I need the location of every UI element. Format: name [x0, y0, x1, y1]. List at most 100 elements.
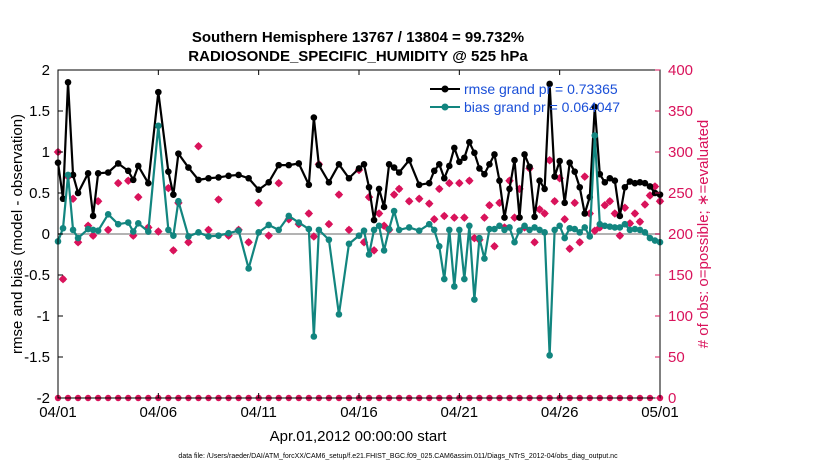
- bias-point: [425, 220, 433, 228]
- bias-point: [69, 226, 77, 234]
- obs-evaluated-point: [435, 184, 444, 194]
- obs-evaluated-point: [113, 178, 123, 188]
- rmse-point: [626, 178, 634, 185]
- bias-point: [476, 234, 483, 242]
- bias-point: [390, 207, 398, 215]
- obs-evaluated-point: [334, 190, 344, 199]
- y-right-tick-label: 0: [668, 390, 676, 407]
- bias-point: [591, 132, 599, 139]
- bias-point: [325, 236, 333, 244]
- rmse-point: [315, 161, 323, 169]
- bias-point: [621, 220, 629, 228]
- obs-evaluated-point: [480, 213, 489, 222]
- rmse-point: [571, 168, 579, 175]
- bias-point: [215, 232, 222, 239]
- bias-point: [155, 122, 162, 130]
- obs-marker-dot: [416, 195, 423, 202]
- rmse-point: [405, 156, 413, 164]
- y-left-tick-label: -1: [37, 308, 50, 325]
- obs-marker-dot: [310, 233, 318, 240]
- obs-evaluated-point: [88, 231, 98, 240]
- obs-marker-dot: [646, 192, 654, 199]
- rmse-point: [551, 173, 558, 180]
- bias-point: [440, 275, 448, 283]
- obs-evaluated-point: [430, 214, 439, 224]
- rmse-point: [651, 189, 659, 197]
- obs-marker-dot: [456, 179, 463, 187]
- bias-point: [134, 220, 142, 227]
- obs-evaluated-point: [309, 232, 319, 241]
- rmse-point: [481, 170, 488, 178]
- y-right-tick-label: 50: [668, 349, 685, 366]
- obs-evaluated-point: [254, 198, 263, 208]
- bias-series: [54, 122, 664, 359]
- rmse-point: [84, 170, 92, 177]
- obs-marker-dot: [511, 214, 518, 221]
- rmse-point: [195, 176, 202, 184]
- rmse-point: [370, 216, 378, 224]
- obs-evaluated-point: [264, 231, 273, 240]
- obs-marker-dot: [651, 183, 659, 190]
- bias-point: [235, 227, 242, 235]
- obs-evaluated-point: [540, 209, 549, 218]
- rmse-point: [511, 156, 518, 164]
- obs-evaluated-point: [274, 178, 283, 188]
- obs-evaluated-point: [414, 194, 424, 203]
- bias-point: [305, 225, 313, 233]
- obs-evaluated-point: [374, 209, 384, 218]
- legend-rmse-marker: [441, 85, 449, 93]
- obs-evaluated-point: [169, 246, 178, 255]
- rmse-point: [165, 168, 172, 175]
- obs-evaluated-point: [570, 198, 579, 208]
- rmse-point: [621, 183, 629, 191]
- obs-marker-dot: [541, 210, 548, 217]
- rmse-point: [601, 179, 609, 186]
- obs-evaluated-point: [530, 237, 539, 247]
- obs-marker-dot: [436, 185, 443, 193]
- bias-point: [375, 222, 383, 230]
- rmse-point: [531, 213, 538, 221]
- obs-marker-dot: [215, 196, 222, 203]
- rmse-point: [265, 179, 273, 186]
- rmse-point: [440, 174, 448, 182]
- obs-marker-dot: [446, 179, 453, 187]
- obs-evaluated-point: [575, 237, 584, 247]
- rmse-point: [516, 214, 523, 221]
- bias-point: [521, 222, 528, 230]
- rmse-point: [385, 161, 393, 168]
- y-right-tick-label: 350: [668, 103, 693, 120]
- rmse-point: [275, 161, 283, 169]
- rmse-point: [556, 157, 563, 165]
- rmse-point: [69, 171, 77, 179]
- rmse-point: [476, 165, 483, 172]
- bias-point: [365, 251, 373, 258]
- x-axis-label: Apr.01,2012 00:00:00 start: [270, 428, 448, 445]
- obs-marker-dot: [636, 218, 644, 225]
- data-file-footnote: data file: /Users/raeder/DAI/ATM_forcXX/…: [178, 453, 618, 460]
- obs-evaluated-point: [445, 178, 454, 188]
- bias-point: [481, 255, 488, 262]
- bias-point: [551, 226, 558, 234]
- legend: rmse grand pr = 0.73365 bias grand pr = …: [430, 81, 620, 115]
- rmse-point: [295, 160, 303, 167]
- obs-evaluated-point: [154, 227, 163, 236]
- obs-evaluated-point: [455, 178, 464, 188]
- bias-point: [601, 222, 609, 230]
- rmse-series: [54, 79, 664, 224]
- obs-marker-dot: [195, 143, 202, 150]
- obs-evaluated-point: [404, 196, 414, 206]
- obs-evaluated-point: [630, 209, 640, 218]
- obs-evaluated-point: [615, 231, 625, 240]
- rmse-point: [380, 203, 388, 211]
- bias-point: [446, 226, 453, 234]
- bias-point: [506, 224, 513, 231]
- rmse-point: [606, 174, 614, 182]
- rmse-point: [305, 181, 313, 189]
- obs-marker-dot: [536, 206, 543, 213]
- obs-evaluated-point: [600, 201, 610, 210]
- obs-marker-dot: [115, 179, 122, 187]
- bias-point: [395, 226, 403, 234]
- bias-point: [315, 226, 323, 234]
- rmse-point: [255, 186, 262, 194]
